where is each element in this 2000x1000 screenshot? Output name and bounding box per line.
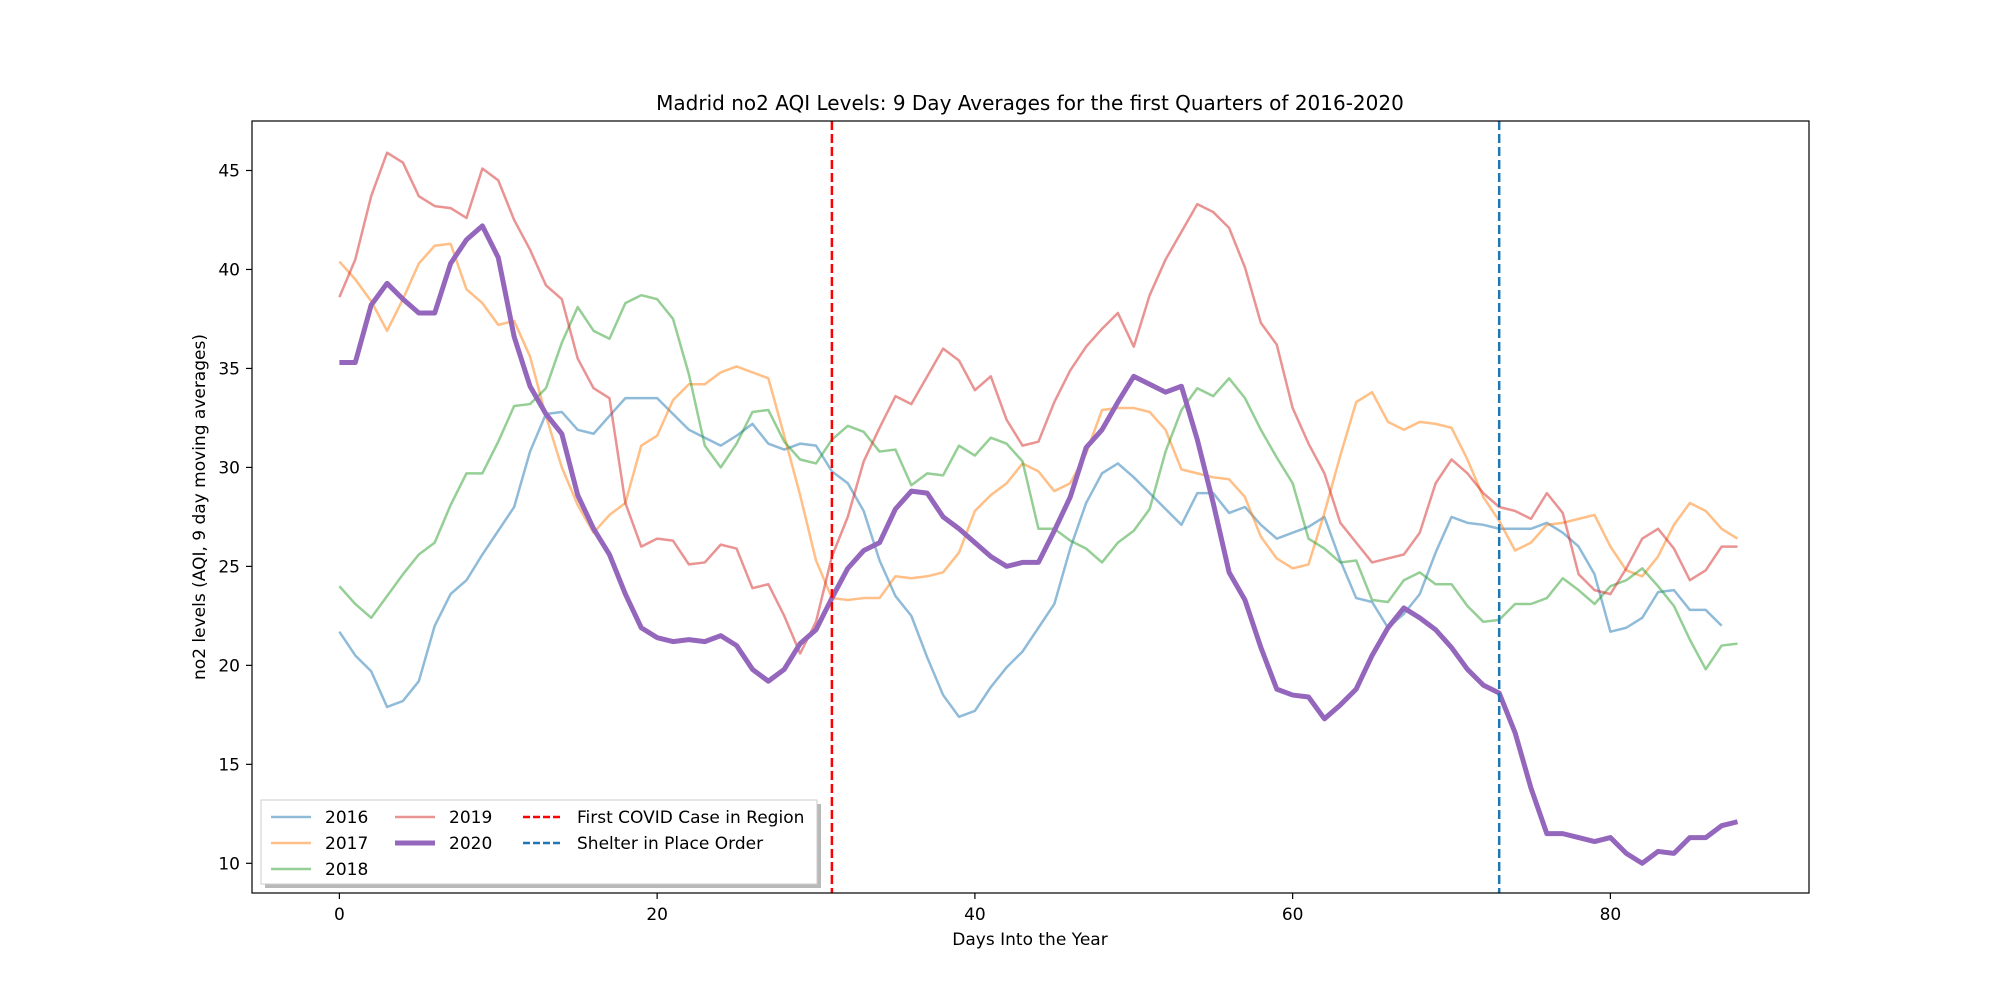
x-axis-label: Days Into the Year <box>952 930 1107 950</box>
legend: 2016 2017 2018 2019 2020 First COVID Case in … <box>260 799 821 888</box>
y-tick-label: 15 <box>218 755 240 775</box>
legend-label: 2020 <box>449 834 492 854</box>
series-line-2018 <box>338 293 1738 671</box>
y-tick-label: 25 <box>218 557 240 577</box>
x-axis-ticks: 0 20 40 60 80 <box>334 893 1621 925</box>
legend-label: 2019 <box>449 808 492 828</box>
x-tick-label: 20 <box>646 905 668 925</box>
reference-lines <box>830 121 1501 893</box>
series-line-2016 <box>338 396 1723 719</box>
axes-frame <box>251 120 1810 894</box>
y-axis-ticks: 10 15 20 25 30 35 40 45 <box>218 161 252 874</box>
plot-lines <box>338 151 1739 866</box>
legend-label: Shelter in Place Order <box>577 834 763 854</box>
chart-title: Madrid no2 AQI Levels: 9 Day Averages fo… <box>656 91 1404 115</box>
y-tick-label: 10 <box>218 854 240 874</box>
x-tick-label: 80 <box>1600 905 1622 925</box>
series-line-2019 <box>338 151 1738 655</box>
y-tick-label: 30 <box>218 458 240 478</box>
y-axis-label: no2 levels (AQI, 9 day moving averages) <box>190 334 210 680</box>
series-line-2017 <box>338 242 1739 602</box>
x-tick-label: 0 <box>334 905 345 925</box>
legend-label: 2017 <box>325 834 368 854</box>
legend-box <box>260 799 818 885</box>
x-tick-label: 60 <box>1282 905 1304 925</box>
legend-label: First COVID Case in Region <box>577 808 804 828</box>
legend-label: 2018 <box>325 860 368 880</box>
y-tick-label: 40 <box>218 260 240 280</box>
y-tick-label: 45 <box>218 161 240 181</box>
legend-label: 2016 <box>325 808 368 828</box>
x-tick-label: 40 <box>964 905 986 925</box>
series-line-2020 <box>339 223 1739 866</box>
y-tick-label: 35 <box>218 359 240 379</box>
y-tick-label: 20 <box>218 656 240 676</box>
